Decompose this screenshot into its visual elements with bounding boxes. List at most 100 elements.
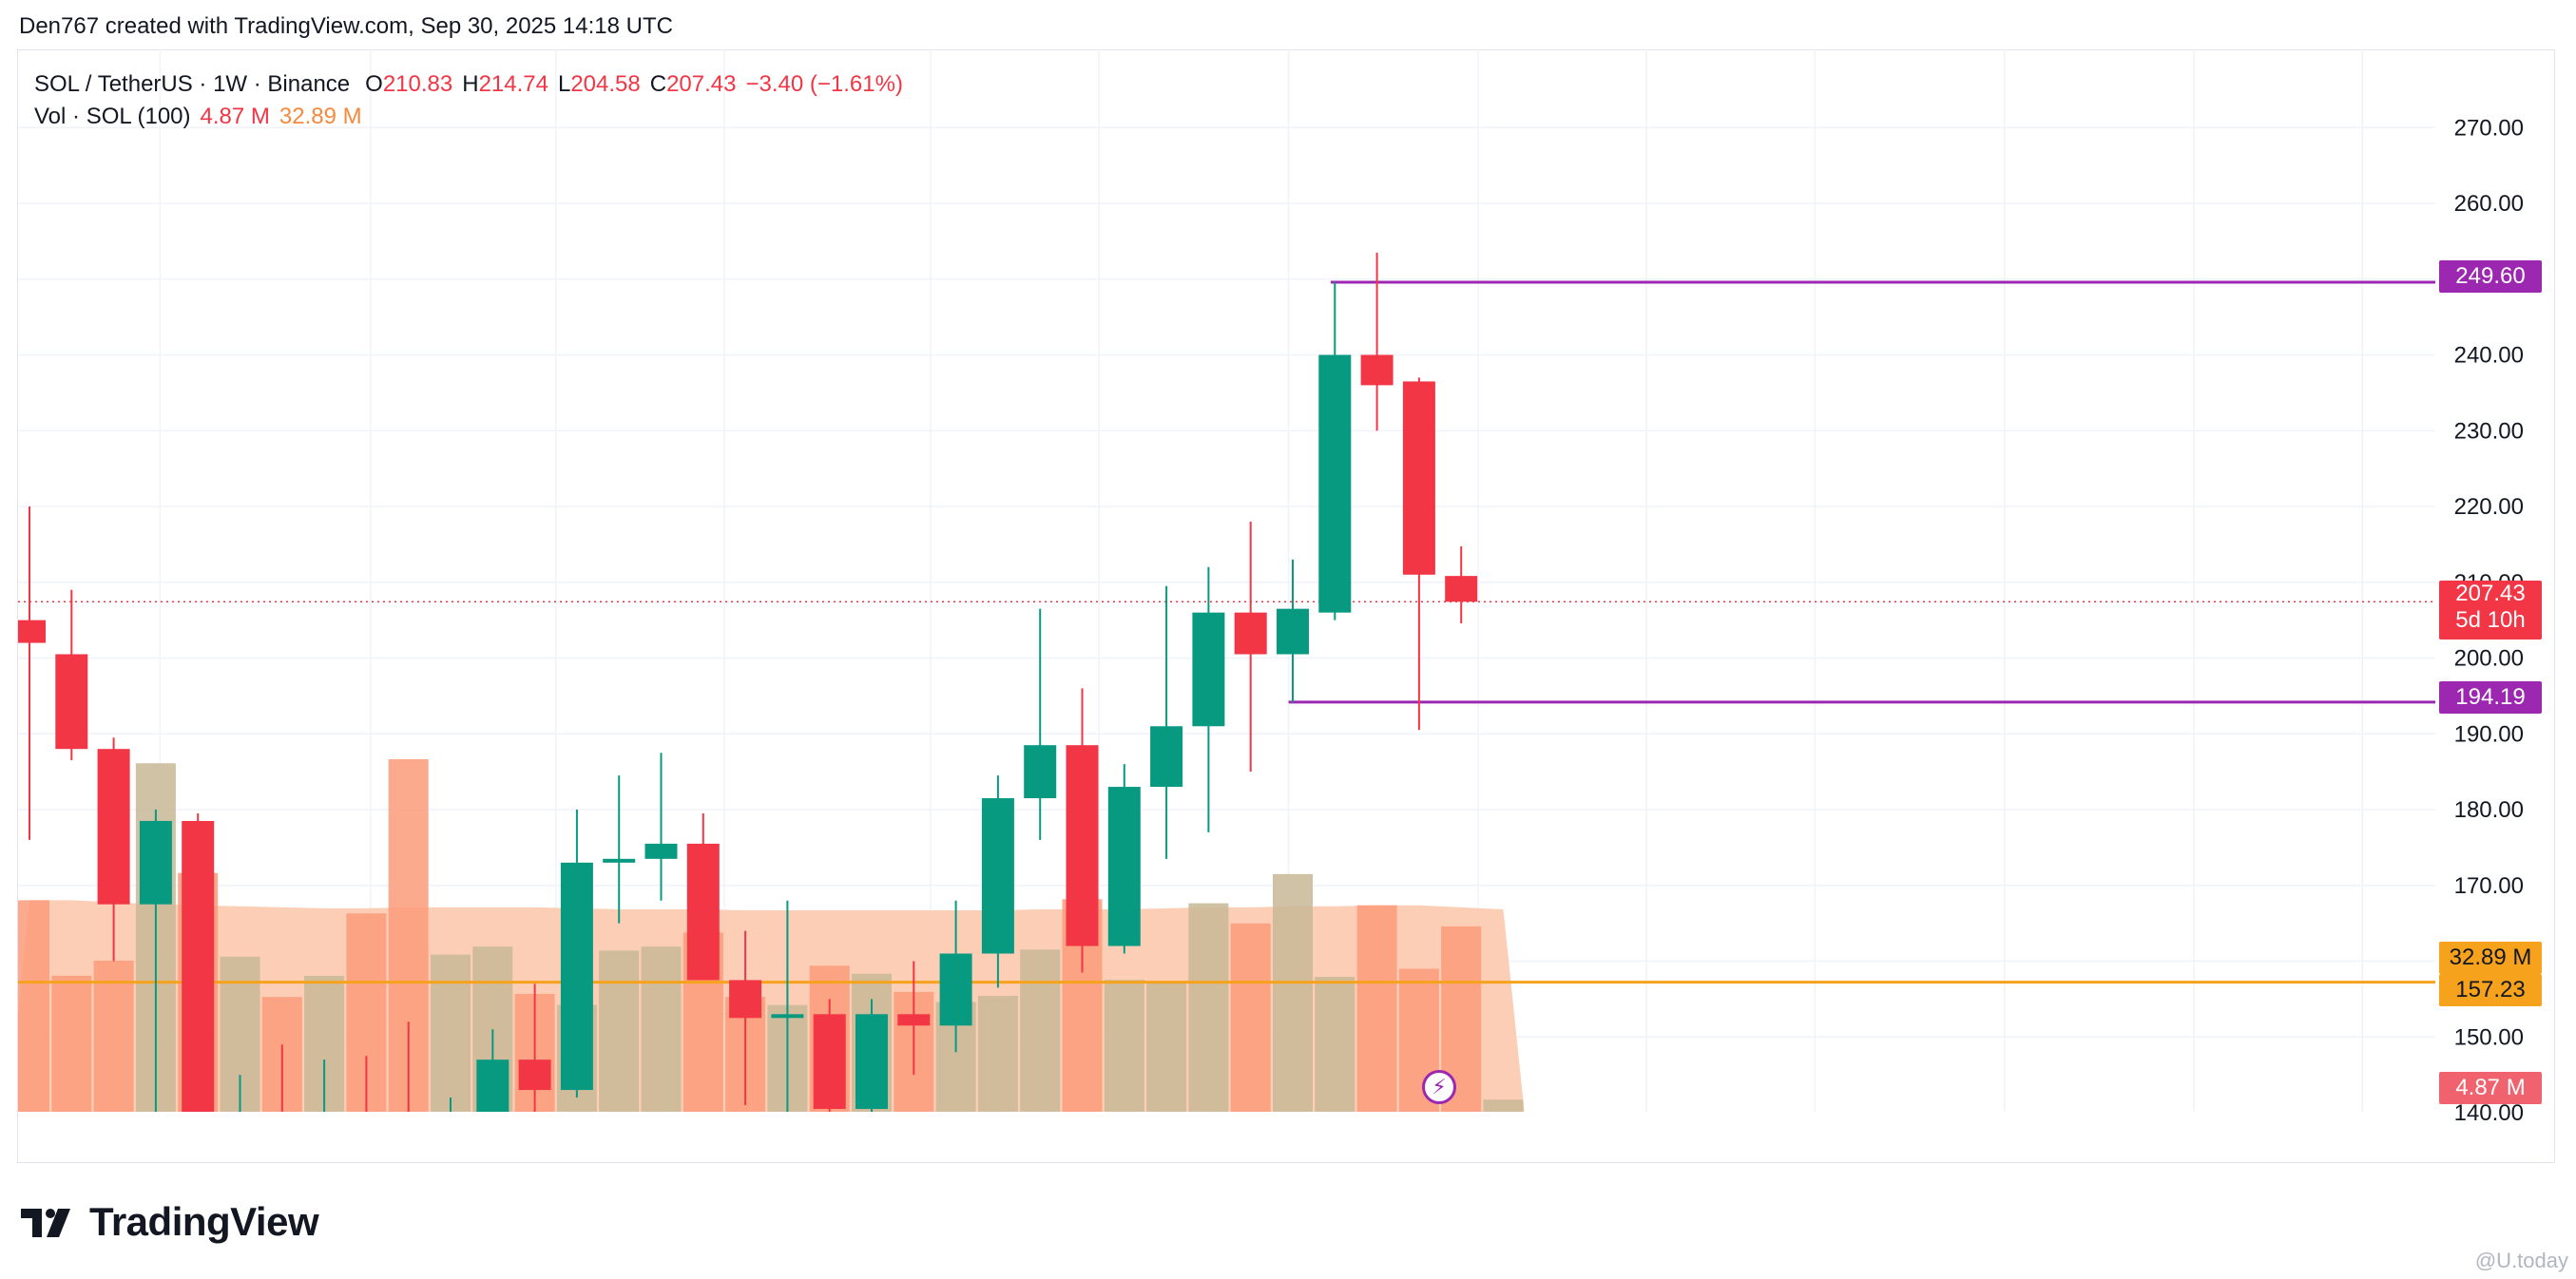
candle-body bbox=[1150, 726, 1183, 788]
candle-body bbox=[1234, 612, 1267, 655]
candle-body bbox=[644, 843, 678, 859]
candle-body bbox=[1024, 745, 1057, 799]
candle-body bbox=[97, 749, 130, 905]
tradingview-wordmark: TradingView bbox=[89, 1199, 319, 1244]
candle-body bbox=[18, 620, 46, 643]
x-tick-label: Jul bbox=[916, 1128, 946, 1154]
high-value: 214.74 bbox=[478, 71, 548, 97]
x-tick-label: Sep bbox=[1268, 1128, 1309, 1154]
y-tick-label: 150.00 bbox=[2454, 1024, 2524, 1050]
close-label: C bbox=[649, 71, 667, 97]
x-tick-label: Jun bbox=[706, 1128, 743, 1154]
volume-bar bbox=[1146, 983, 1187, 1112]
y-tick-label: 230.00 bbox=[2454, 418, 2524, 444]
ohlc-legend: SOL / TetherUS · 1W · Binance O210.83 H2… bbox=[34, 68, 903, 101]
x-tick-label: Dec bbox=[1795, 1128, 1836, 1154]
x-tick-label: Oct bbox=[1460, 1128, 1496, 1154]
candle-body bbox=[939, 953, 972, 1026]
legend: SOL / TetherUS · 1W · Binance O210.83 H2… bbox=[34, 68, 903, 133]
open-label: O bbox=[365, 71, 383, 97]
candle-body bbox=[350, 1124, 382, 1132]
volume-bar bbox=[1104, 980, 1144, 1112]
y-tick-label: 140.00 bbox=[2454, 1100, 2524, 1126]
lightning-icon[interactable]: ⚡ bbox=[1422, 1070, 1456, 1104]
volume-bar bbox=[1020, 949, 1061, 1112]
candle-body bbox=[686, 843, 720, 981]
resistance-price-badge: 249.60 bbox=[2439, 260, 2542, 293]
x-tick-label: Nov bbox=[1626, 1128, 1667, 1154]
created-by-caption: Den767 created with TradingView.com, Sep… bbox=[19, 13, 673, 39]
candle-body bbox=[518, 1059, 551, 1091]
candle-body bbox=[139, 820, 172, 905]
y-tick-label: 170.00 bbox=[2454, 873, 2524, 899]
candle-body bbox=[603, 858, 636, 863]
volume-bar bbox=[1483, 1099, 1524, 1112]
candle-body bbox=[771, 1014, 804, 1019]
y-tick-label: 260.00 bbox=[2454, 191, 2524, 217]
low-label: L bbox=[557, 71, 571, 97]
candle-body bbox=[813, 1014, 846, 1110]
volume-bar bbox=[51, 975, 92, 1112]
candle-body bbox=[897, 1014, 931, 1026]
y-tick-label: 220.00 bbox=[2454, 494, 2524, 520]
candle-body bbox=[1402, 381, 1435, 575]
candle-body bbox=[434, 1124, 467, 1219]
x-tick-label: Apr bbox=[353, 1128, 388, 1154]
y-tick-label: 240.00 bbox=[2454, 343, 2524, 369]
candle-body bbox=[55, 654, 88, 750]
chart-frame bbox=[17, 49, 2555, 1163]
x-tick-label: Feb bbox=[2174, 1128, 2213, 1154]
candle-body bbox=[1192, 612, 1225, 727]
x-tick-label: Aug bbox=[1079, 1128, 1120, 1154]
volume-ma-badge: 32.89 M bbox=[2439, 942, 2542, 974]
volume-bar bbox=[93, 961, 134, 1112]
tradingview-logo[interactable]: TradingView bbox=[21, 1199, 319, 1245]
volume-bar bbox=[18, 900, 49, 1112]
high-label: H bbox=[462, 71, 479, 97]
ma-level-badge: 157.23 bbox=[2439, 974, 2542, 1006]
site-watermark: @U.today bbox=[2474, 1249, 2568, 1272]
volume-value: 4.87 M bbox=[200, 104, 270, 129]
y-tick-label: 190.00 bbox=[2454, 721, 2524, 747]
candle-countdown: 5d 10h bbox=[2455, 607, 2526, 633]
low-value: 204.58 bbox=[570, 71, 641, 97]
candle-body bbox=[1066, 745, 1099, 946]
last-price-value: 207.43 bbox=[2455, 581, 2526, 606]
candle-body bbox=[1360, 354, 1394, 386]
volume-badge: 4.87 M bbox=[2439, 1072, 2542, 1104]
close-value: 207.43 bbox=[666, 71, 737, 97]
candle-body bbox=[729, 980, 762, 1019]
volume-bar bbox=[1230, 923, 1271, 1112]
candle-body bbox=[981, 798, 1014, 954]
support-price-badge: 194.19 bbox=[2439, 681, 2542, 714]
candle-body bbox=[182, 820, 215, 1112]
y-tick-label: 180.00 bbox=[2454, 797, 2524, 823]
symbol-label[interactable]: SOL / TetherUS · 1W · Binance bbox=[34, 71, 351, 97]
candle-body bbox=[1318, 354, 1352, 613]
x-tick-label: Mar bbox=[2343, 1128, 2382, 1154]
open-value: 210.83 bbox=[382, 71, 453, 97]
volume-bar bbox=[641, 946, 682, 1112]
volume-bar bbox=[1188, 903, 1229, 1112]
candle-body bbox=[560, 862, 593, 1091]
volume-bar bbox=[1315, 976, 1355, 1112]
candle-body bbox=[393, 1132, 425, 1219]
volume-ma-value: 32.89 M bbox=[279, 104, 362, 129]
x-tick-label: 2026 bbox=[1979, 1128, 2029, 1154]
candle-body bbox=[476, 1059, 509, 1112]
volume-bar bbox=[977, 996, 1018, 1112]
change-value: −3.40 (−1.61%) bbox=[745, 71, 903, 97]
candle-body bbox=[855, 1014, 888, 1110]
volume-label[interactable]: Vol · SOL (100) bbox=[34, 104, 191, 129]
last-price-badge: 207.43 5d 10h bbox=[2439, 581, 2542, 640]
plot-area bbox=[18, 252, 2435, 1219]
candle-body bbox=[1445, 576, 1478, 602]
tradingview-mark-icon bbox=[21, 1209, 70, 1237]
x-tick-label: May bbox=[534, 1128, 577, 1154]
volume-bar bbox=[1273, 873, 1313, 1112]
x-tick-label: Mar bbox=[141, 1128, 180, 1154]
volume-legend: Vol · SOL (100) 4.87 M 32.89 M bbox=[34, 101, 903, 133]
volume-bar bbox=[599, 950, 640, 1112]
volume-bar bbox=[431, 954, 471, 1112]
